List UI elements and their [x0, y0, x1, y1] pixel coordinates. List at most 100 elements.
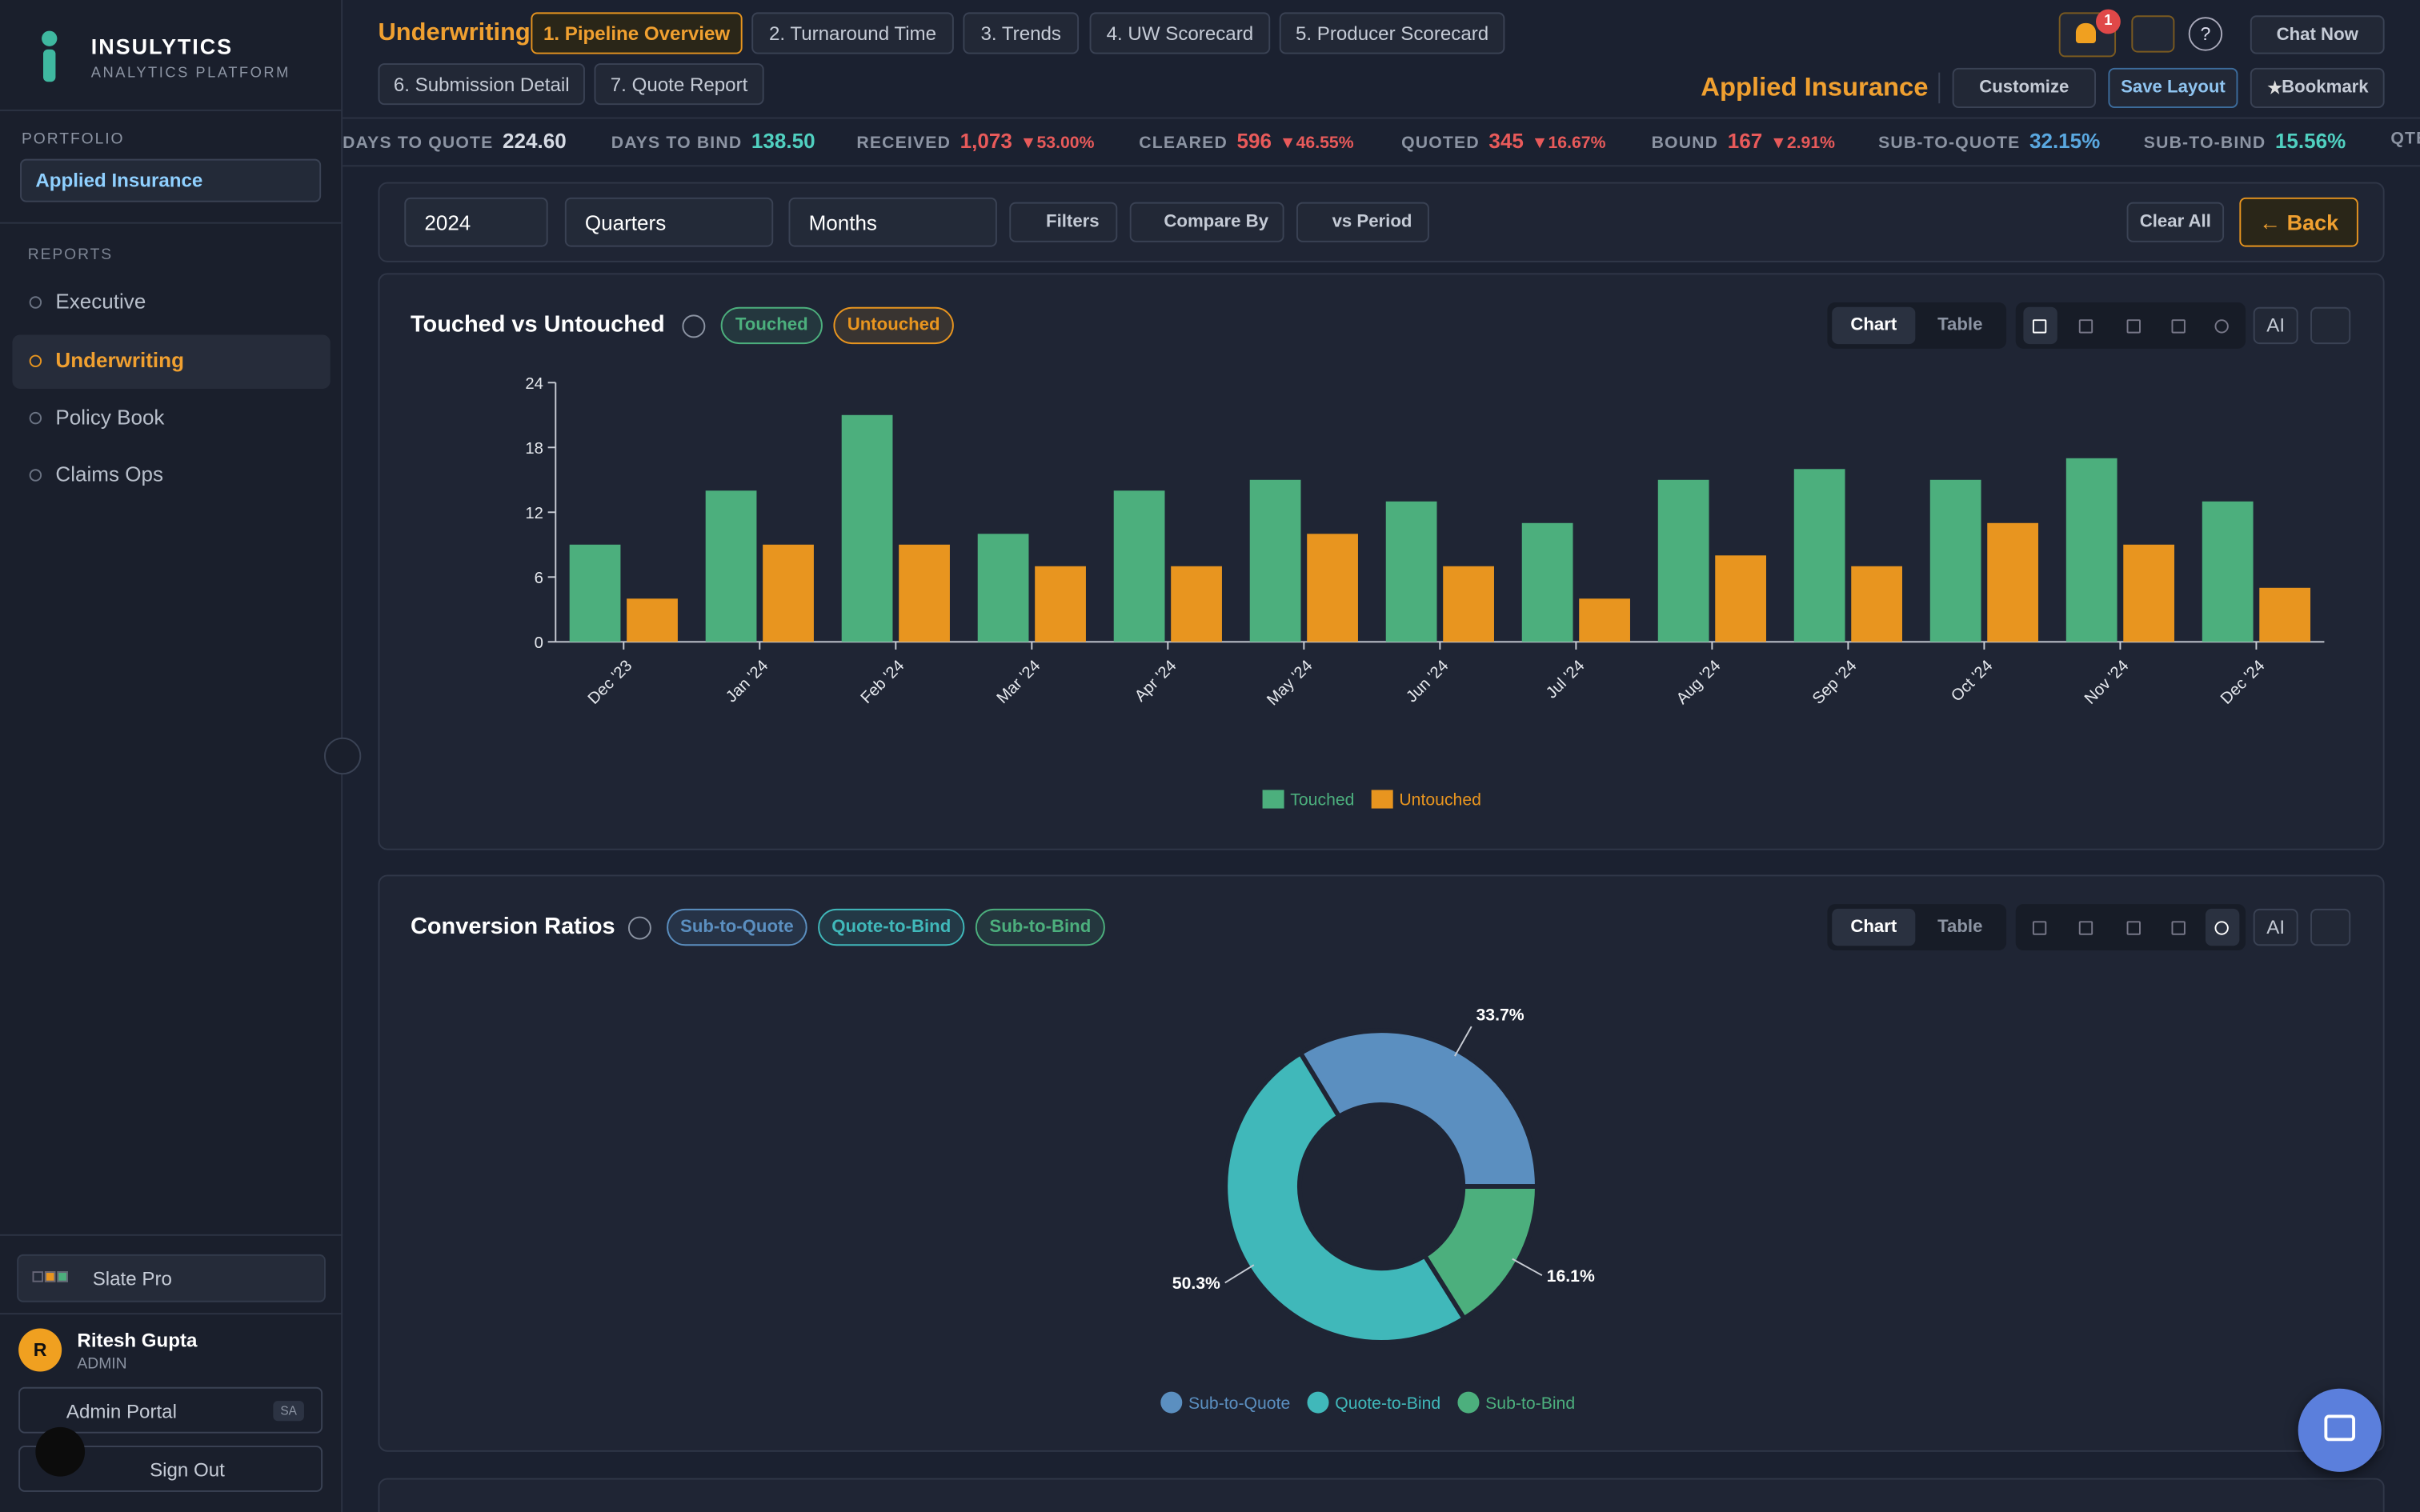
nav-item[interactable]: Policy Book [55, 406, 165, 430]
chart-type-icon[interactable] [2214, 921, 2229, 935]
chart-type-icon[interactable] [2078, 921, 2093, 935]
series-pill[interactable]: Sub-to-Quote [667, 908, 807, 946]
logo-mark [42, 30, 58, 46]
chart-type-icon[interactable] [2126, 921, 2141, 935]
back[interactable]: ← Back [2239, 197, 2358, 247]
kpi: RECEIVED 1,073 ▼53.00% [856, 130, 1094, 153]
view-chart[interactable]: Chart [1832, 908, 1916, 946]
nav-item[interactable]: Claims Ops [55, 462, 163, 486]
help-btn[interactable]: ? [2188, 17, 2223, 51]
filter-button[interactable]: Compare By [1129, 202, 1284, 242]
filter-button[interactable]: Filters [1009, 202, 1118, 242]
chart-type-icon[interactable] [2078, 319, 2093, 334]
kpi-change: ▼46.55% [1279, 134, 1354, 153]
y-tick-label: 18 [525, 440, 543, 458]
legend-swatch [1160, 1391, 1183, 1414]
ai-btn[interactable]: AI [2253, 306, 2298, 345]
expand-btn[interactable] [2310, 908, 2351, 946]
kpi: QTE [2390, 130, 2420, 148]
x-tick-label: Dec '23 [585, 657, 636, 708]
tab[interactable]: 7. Quote Report [594, 63, 764, 106]
clear-all[interactable]: Clear All [2126, 202, 2225, 242]
chart-type-icon[interactable] [2214, 319, 2229, 334]
series-pill[interactable]: Untouched [833, 306, 954, 345]
view-table[interactable]: Table [1937, 918, 1983, 937]
kpi: SUB-TO-QUOTE 32.15% [1878, 130, 2100, 153]
kpi: CLEARED 596 ▼46.55% [1139, 130, 1353, 153]
kpi-label: CLEARED [1139, 134, 1228, 153]
tab[interactable]: 2. Turnaround Time [751, 12, 954, 54]
tab[interactable]: 6. Submission Detail [378, 63, 585, 106]
swap-btn[interactable] [2131, 15, 2175, 53]
filter-button[interactable]: vs Period [1296, 202, 1429, 242]
leader-line [1224, 1264, 1255, 1284]
view-chart[interactable]: Chart [1832, 306, 1916, 345]
expand-btn[interactable] [2310, 306, 2351, 345]
chart-type-icon[interactable] [2126, 319, 2141, 334]
kpi-value: 596 [1236, 129, 1272, 153]
series-pill[interactable]: Sub-to-Bind [975, 908, 1105, 946]
next-panel [378, 1478, 2385, 1512]
chart-type-active [2023, 306, 2057, 345]
theme-swatch [32, 1271, 43, 1282]
legend-swatch [1262, 790, 1284, 809]
chart-type-icon[interactable] [2171, 319, 2186, 334]
divider [0, 1234, 343, 1236]
kpi-label: RECEIVED [856, 134, 952, 153]
bar [841, 414, 893, 642]
tab[interactable]: 4. UW Scorecard [1089, 12, 1271, 54]
view-table[interactable]: Table [1937, 316, 1983, 335]
select[interactable]: 2024 [404, 197, 548, 247]
select[interactable]: Quarters [564, 197, 774, 247]
select-value: Months [808, 211, 877, 235]
bar [1715, 555, 1766, 642]
tab[interactable]: 1. Pipeline Overview [531, 12, 743, 54]
legend-swatch [1457, 1391, 1480, 1414]
save-layout[interactable]: Save Layout [2108, 67, 2238, 108]
tab[interactable]: 5. Producer Scorecard [1279, 12, 1505, 54]
bar [2259, 587, 2311, 642]
kpi: QUOTED 345 ▼16.67% [1401, 130, 1605, 153]
bar [1307, 534, 1358, 642]
divider [0, 109, 343, 111]
portfolio-select[interactable]: Applied Insurance [20, 158, 322, 202]
user-name: Ritesh Gupta [77, 1330, 198, 1352]
leader-line [1454, 1026, 1472, 1057]
nav-item[interactable]: Executive [55, 290, 146, 314]
tab[interactable]: 3. Trends [963, 12, 1080, 54]
ai-btn[interactable]: AI [2253, 908, 2298, 946]
chart-type-icon[interactable] [2171, 921, 2186, 935]
collapse-btn[interactable] [323, 737, 362, 775]
y-tick-label: 24 [525, 375, 543, 393]
chat-bubble[interactable] [2298, 1388, 2382, 1472]
chart-title: Conversion Ratios [410, 913, 615, 940]
customize[interactable]: Customize [1952, 67, 2096, 108]
y-tick-label: 6 [535, 570, 543, 587]
x-tick-label: Feb '24 [858, 657, 908, 707]
chat-now[interactable]: Chat Now [2250, 15, 2385, 54]
bar [1657, 479, 1709, 642]
x-tick-label: Dec '24 [2218, 657, 2269, 708]
logo-stem [42, 49, 56, 82]
divider [0, 1313, 343, 1315]
chart-type-icon[interactable] [2032, 921, 2047, 935]
select[interactable]: Months [788, 197, 997, 247]
admin-portal[interactable]: Admin Portal [18, 1386, 323, 1434]
nav-active-bg [12, 334, 331, 389]
nav-item[interactable]: Underwriting [55, 348, 184, 372]
notif-count: 1 [2095, 9, 2121, 34]
info-icon [627, 916, 651, 940]
series-pill[interactable]: Touched [720, 306, 823, 345]
sign-out[interactable]: Sign Out [18, 1446, 323, 1492]
kpi-label: QTE [2390, 129, 2420, 149]
series-pill[interactable]: Quote-to-Bind [818, 908, 965, 946]
chat-icon [2324, 1414, 2355, 1442]
chart-type-icon[interactable] [2032, 319, 2047, 334]
reports-label: REPORTS [27, 246, 114, 264]
x-tick-label: Oct '24 [1948, 657, 1996, 705]
admin-badge: SA [273, 1401, 304, 1422]
pie-slice [1421, 1184, 1540, 1322]
theme-select[interactable]: Slate Pro [17, 1254, 326, 1302]
